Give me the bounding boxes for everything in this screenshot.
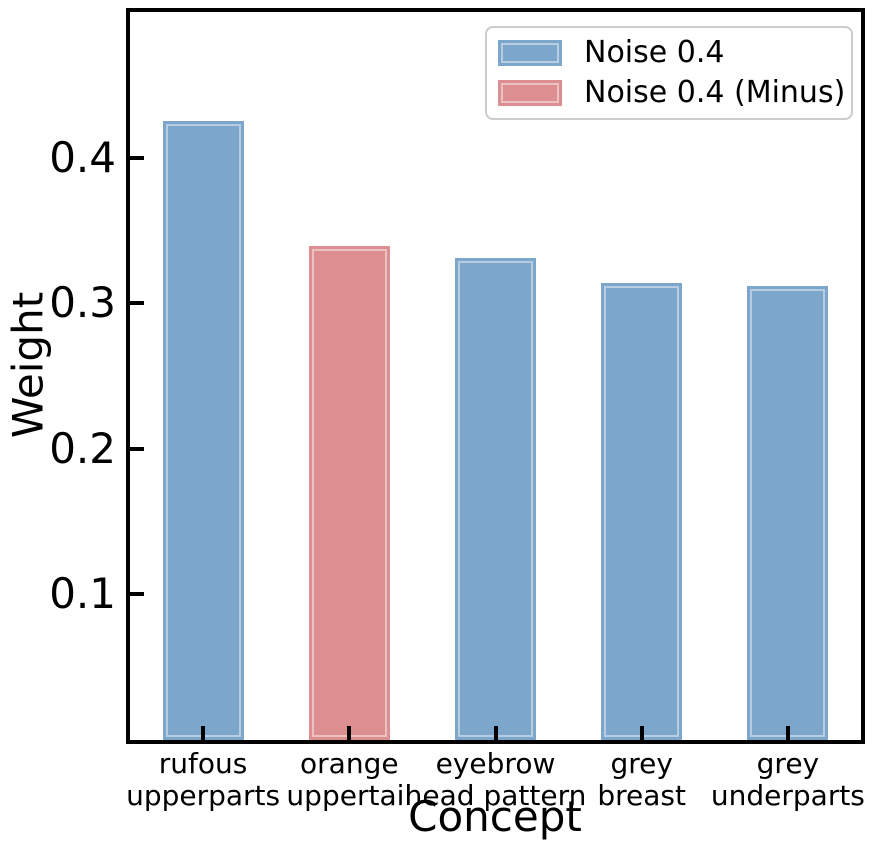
x-tick-mark	[493, 726, 498, 740]
x-tick-mark	[785, 726, 790, 740]
x-axis-label: Concept	[408, 792, 582, 841]
bar-eyebrow-head-pattern	[455, 258, 536, 740]
y-tick-mark	[130, 446, 144, 451]
x-tick-label-grey-breast: grey breast	[597, 747, 686, 812]
legend-label: Noise 0.4 (Minus)	[584, 75, 846, 110]
legend-entry-noise: Noise 0.4	[498, 36, 851, 70]
y-tick-mark	[130, 301, 144, 306]
x-tick-label-rufous-upperparts: rufous upperparts	[126, 747, 281, 812]
legend: Noise 0.4 Noise 0.4 (Minus)	[485, 26, 853, 120]
x-tick-label-eyebrow-head-pattern: eyebrow head pattern	[404, 747, 587, 812]
legend-swatch-red-icon	[498, 80, 562, 106]
y-tick-mark	[130, 592, 144, 597]
x-tick-mark	[201, 726, 206, 740]
y-tick-label-0.2: 0.2	[49, 423, 116, 473]
legend-label: Noise 0.4	[584, 35, 725, 70]
legend-swatch-blue-icon	[498, 40, 562, 66]
x-tick-label-grey-underparts: grey underparts	[710, 747, 865, 812]
y-axis-label: Weight	[3, 291, 53, 439]
x-tick-mark	[347, 726, 352, 740]
bar-grey-underparts	[747, 285, 829, 740]
x-tick-mark	[639, 726, 644, 740]
legend-entry-noise-minus: Noise 0.4 (Minus)	[498, 76, 851, 110]
y-tick-label-0.3: 0.3	[49, 278, 116, 328]
bar-rufous-upperparts	[162, 121, 244, 740]
bar-grey-breast	[601, 282, 683, 740]
bar-orange-uppertail	[308, 246, 390, 740]
y-tick-mark	[130, 155, 144, 160]
y-tick-label-0.1: 0.1	[49, 569, 116, 619]
x-tick-label-orange-uppertail: orange uppertail	[286, 747, 413, 812]
y-tick-label-0.4: 0.4	[49, 132, 116, 182]
